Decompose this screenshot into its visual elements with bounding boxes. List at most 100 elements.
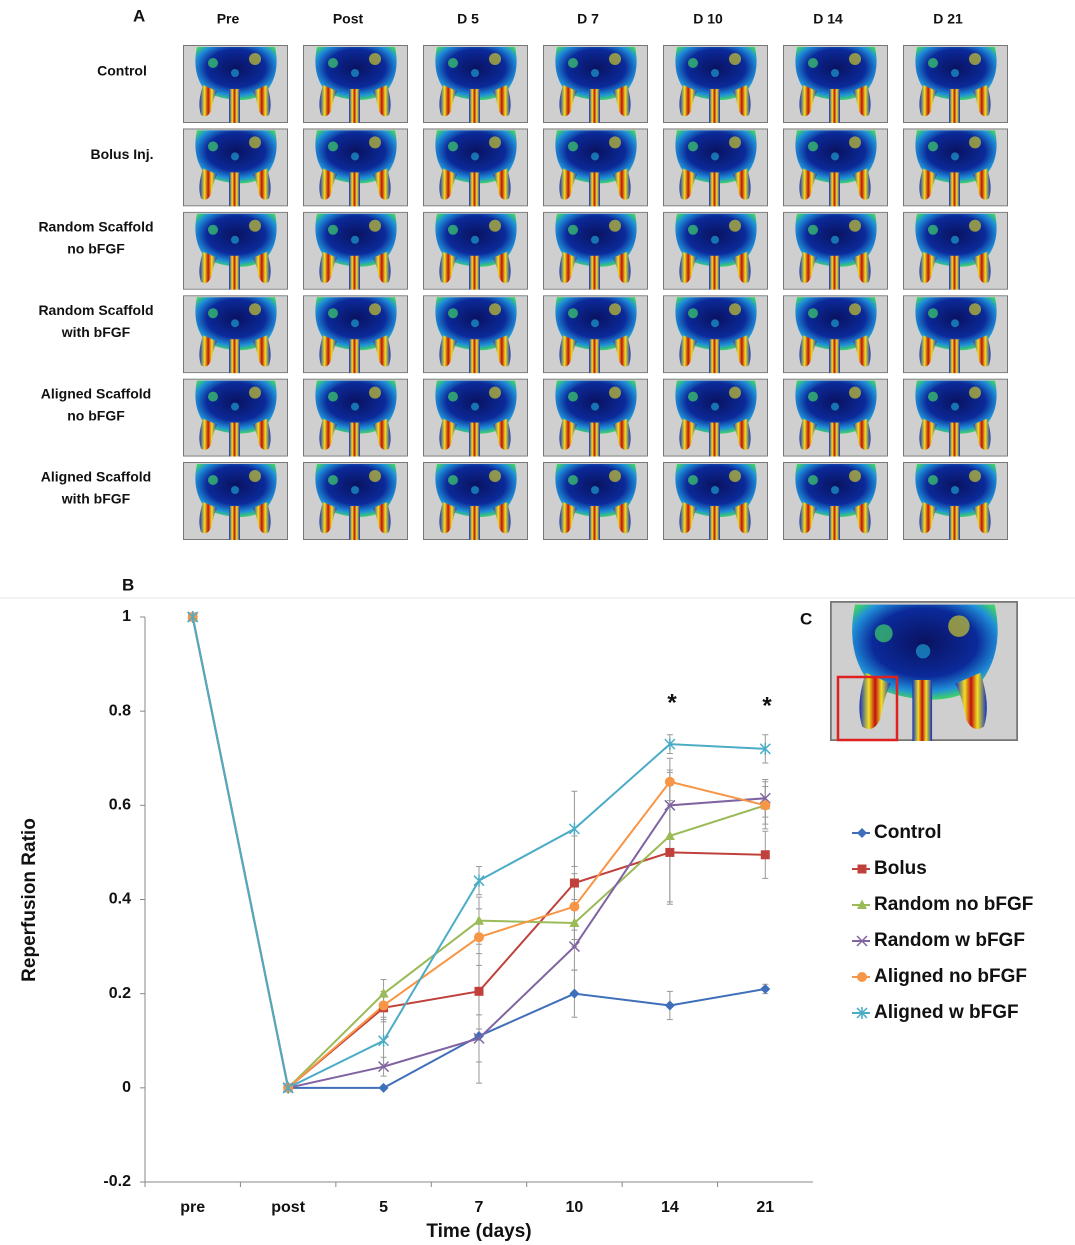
- scan-image: [784, 46, 888, 124]
- panel-label: A: [133, 6, 145, 25]
- scan-image: [904, 212, 1008, 289]
- marker: [569, 902, 579, 912]
- marker: [857, 828, 867, 838]
- scan-image: [424, 296, 528, 374]
- scan-image: [664, 46, 768, 124]
- scan-image: [904, 46, 1008, 124]
- marker: [858, 865, 867, 874]
- column-header: D 7: [577, 11, 599, 27]
- row-label: Aligned Scaffold: [41, 385, 151, 401]
- legend-label: Random no bFGF: [874, 894, 1033, 915]
- row-label: Random Scaffold: [38, 302, 153, 318]
- marker: [665, 848, 674, 857]
- scan-image: [664, 296, 768, 374]
- marker: [475, 987, 484, 996]
- scan-image: [784, 129, 888, 207]
- column-header: D 10: [693, 11, 723, 27]
- scan-image: [784, 296, 888, 374]
- marker: [474, 932, 484, 942]
- marker: [569, 823, 579, 835]
- scan-image: [424, 463, 528, 541]
- x-tick-label: pre: [180, 1199, 205, 1216]
- scan-image: [904, 463, 1008, 541]
- scan-image: [184, 463, 288, 541]
- figure: A Pre Post D 5 D 7 D 10 D 14 D 21 Control Bolus …: [0, 0, 1075, 1245]
- scan-image: [904, 379, 1008, 457]
- marker: [665, 777, 675, 787]
- marker: [379, 1035, 389, 1047]
- marker: [761, 850, 770, 859]
- zoom-image: [831, 602, 1017, 741]
- legend-label: Control: [874, 822, 942, 843]
- scan-image: [304, 463, 408, 541]
- scan-image: [904, 296, 1008, 374]
- scan-image: [304, 296, 408, 374]
- scan-image: [304, 129, 408, 207]
- marker: [379, 988, 389, 998]
- scan-image: [664, 212, 768, 289]
- scan-image: [304, 379, 408, 457]
- scan-image: [784, 463, 888, 541]
- marker: [379, 1083, 389, 1093]
- x-axis-title: Time (days): [426, 1221, 531, 1242]
- column-header: Post: [333, 11, 364, 27]
- x-tick-label: 10: [566, 1199, 584, 1216]
- legend-label: Aligned w bFGF: [874, 1002, 1019, 1023]
- scan-image: [424, 129, 528, 207]
- marker: [474, 875, 484, 887]
- scan-image: [424, 379, 528, 457]
- y-tick-label: 0.8: [109, 702, 131, 719]
- scan-image: [544, 46, 648, 124]
- scan-image: [664, 463, 768, 541]
- scan-image: [664, 129, 768, 207]
- scan-image: [784, 212, 888, 289]
- row-label: no bFGF: [67, 241, 125, 257]
- row-label: Bolus Inj.: [91, 146, 154, 162]
- y-axis-title: Reperfusion Ratio: [19, 818, 40, 982]
- marker: [760, 984, 770, 994]
- legend-label: Bolus: [874, 858, 927, 879]
- scan-image: [184, 212, 288, 289]
- y-tick-label: 1: [122, 608, 131, 625]
- scan-image: [784, 379, 888, 457]
- y-tick-label: -0.2: [103, 1173, 131, 1190]
- scan-image: [424, 212, 528, 289]
- column-header: Pre: [217, 11, 240, 27]
- row-label: Random Scaffold: [38, 219, 153, 235]
- panel-label: B: [122, 575, 134, 594]
- y-tick-label: 0.2: [109, 985, 131, 1002]
- column-header: D 5: [457, 11, 479, 27]
- scan-image: [544, 463, 648, 541]
- y-tick-label: 0.4: [109, 891, 131, 908]
- scan-image: [184, 129, 288, 207]
- marker: [665, 1000, 675, 1010]
- image-grid: Pre Post D 5 D 7 D 10 D 14 D 21 Control Bolus In…: [38, 11, 1007, 540]
- panel-label: C: [800, 609, 812, 628]
- legend-label: Random w bFGF: [874, 930, 1025, 951]
- x-tick-label: 14: [661, 1199, 679, 1216]
- column-header: D 21: [933, 11, 963, 27]
- scan-image: [544, 379, 648, 457]
- marker: [570, 879, 579, 888]
- x-tick-label: post: [271, 1199, 305, 1216]
- row-label: no bFGF: [67, 407, 125, 423]
- annotation: *: [762, 692, 772, 719]
- marker: [569, 989, 579, 999]
- column-header: D 14: [813, 11, 843, 27]
- scan-image: [184, 46, 288, 124]
- marker: [760, 800, 770, 810]
- legend-label: Aligned no bFGF: [874, 966, 1027, 987]
- scan-image: [544, 212, 648, 289]
- scan-image: [904, 129, 1008, 207]
- marker: [857, 972, 867, 982]
- y-tick-label: 0.6: [109, 797, 131, 814]
- scan-image: [544, 296, 648, 374]
- row-label: with bFGF: [61, 324, 131, 340]
- row-label: Control: [97, 63, 147, 79]
- x-tick-label: 21: [756, 1199, 774, 1216]
- scan-image: [424, 46, 528, 124]
- scan-image: [664, 379, 768, 457]
- x-tick-label: 5: [379, 1199, 388, 1216]
- scan-image: [184, 379, 288, 457]
- marker: [379, 1000, 389, 1010]
